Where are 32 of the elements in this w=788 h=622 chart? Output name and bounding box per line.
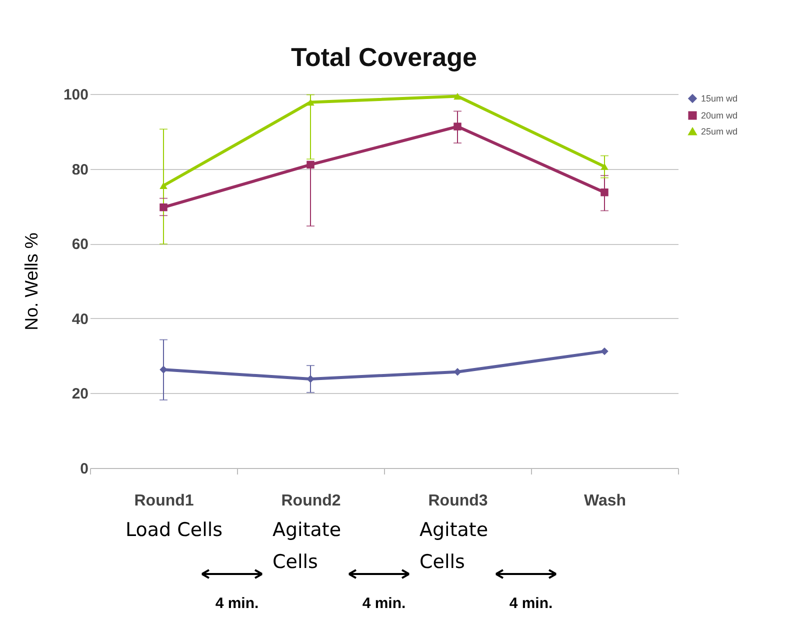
point (306, 375, 314, 383)
text: 4 min. (362, 595, 406, 612)
y-tick-label: 80 (72, 161, 88, 178)
point (454, 92, 462, 100)
text: Load Cells (126, 518, 224, 543)
text: Agitate Cells (272, 518, 342, 575)
legend-label: 25um wd (701, 126, 738, 136)
legend-label: 15um wd (701, 94, 738, 104)
point (160, 182, 168, 189)
y-axis-title: No. Wells % (21, 232, 42, 330)
y-tick-label: 100 (63, 86, 88, 104)
x-tick-label: Wash (584, 492, 626, 510)
chart-title: Total Coverage (291, 42, 477, 72)
text: 4 min. (215, 595, 259, 612)
y-tick-label: 0 (80, 460, 88, 478)
point (454, 122, 462, 130)
point (600, 188, 608, 196)
point (600, 163, 608, 170)
point (306, 160, 314, 169)
x-tick-label: Round3 (428, 492, 488, 510)
point (160, 366, 168, 374)
text: Agitate Cells (420, 518, 490, 575)
text: 4 min. (509, 595, 553, 612)
y-tick-label: 40 (72, 310, 88, 328)
x-tick-label: Round2 (281, 492, 341, 510)
y-tick-label: 60 (72, 236, 88, 254)
point (160, 203, 168, 212)
point (306, 98, 314, 106)
y-tick-label: 20 (72, 386, 88, 403)
legend-label: 20um wd (701, 110, 738, 120)
point (600, 347, 608, 356)
x-tick-label: Round1 (134, 492, 194, 510)
